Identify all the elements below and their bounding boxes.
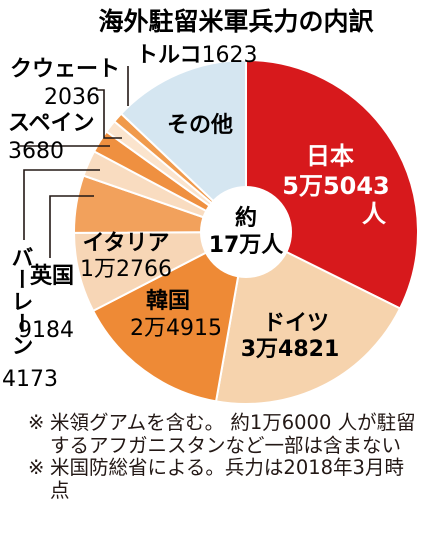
chart-title: 海外駐留米軍兵力の内訳 [98,7,374,36]
label-japan-value-b: 人 [362,200,386,228]
label-korea-value: 2万4915 [130,316,222,341]
label-spain-name: スペイン [8,111,94,136]
label-kuwait-name: クウェート [10,57,120,82]
label-other-name: その他 [167,113,233,138]
footnote-2-mark: ※ [28,456,45,479]
label-turkey-value: 1623 [202,43,258,68]
label-turkey-name-text: トルコ [136,43,202,68]
label-germany-name: ドイツ [263,311,329,336]
pie-slice-9 [119,58,247,235]
footnote-1: ※ 米領グアムを含む。 約1万6000 人が駐留するアフガニスタンなど一部は含ま… [28,411,420,457]
leader-line-uk [49,195,94,258]
label-korea-name: 韓国 [146,288,190,314]
pie-center-hole [200,186,292,278]
label-japan-value-a: 5万5043 [282,172,390,200]
footnote-1-text: 米領グアムを含む。 約1万6000 人が駐留するアフガニスタンなど一部は含まない [50,411,416,457]
leader-line-bahrain [23,169,100,240]
label-japan-name: 日本 [306,142,354,170]
label-turkey-name: トルコ1623 [136,43,258,68]
leader-line-turkey [96,89,122,139]
label-kuwait-value: 2036 [44,85,100,110]
label-spain-value: 3680 [8,139,64,164]
label-germany-value: 3万4821 [241,337,340,362]
label-bahrain-name: バーレーン [8,246,33,356]
label-italy-name: イタリア [82,231,169,256]
center-label-total: 17万人 [209,233,284,258]
footnote-2: ※ 米国防総省による。兵力は2018年3月時点 [28,456,420,502]
pie-slice-2 [91,230,248,403]
footnote-2-text: 米国防総省による。兵力は2018年3月時点 [50,456,404,502]
footnotes: ※ 米領グアムを含む。 約1万6000 人が駐留するアフガニスタンなど一部は含ま… [28,411,420,502]
label-uk-name: 英国 [30,264,74,289]
label-uk-value: 9184 [18,318,74,343]
footnote-1-mark: ※ [28,411,45,434]
center-label-approx: 約 [235,205,257,231]
label-italy-value: 1万2766 [80,257,172,282]
label-bahrain-value: 4173 [2,367,58,392]
leader-lines [20,66,129,258]
